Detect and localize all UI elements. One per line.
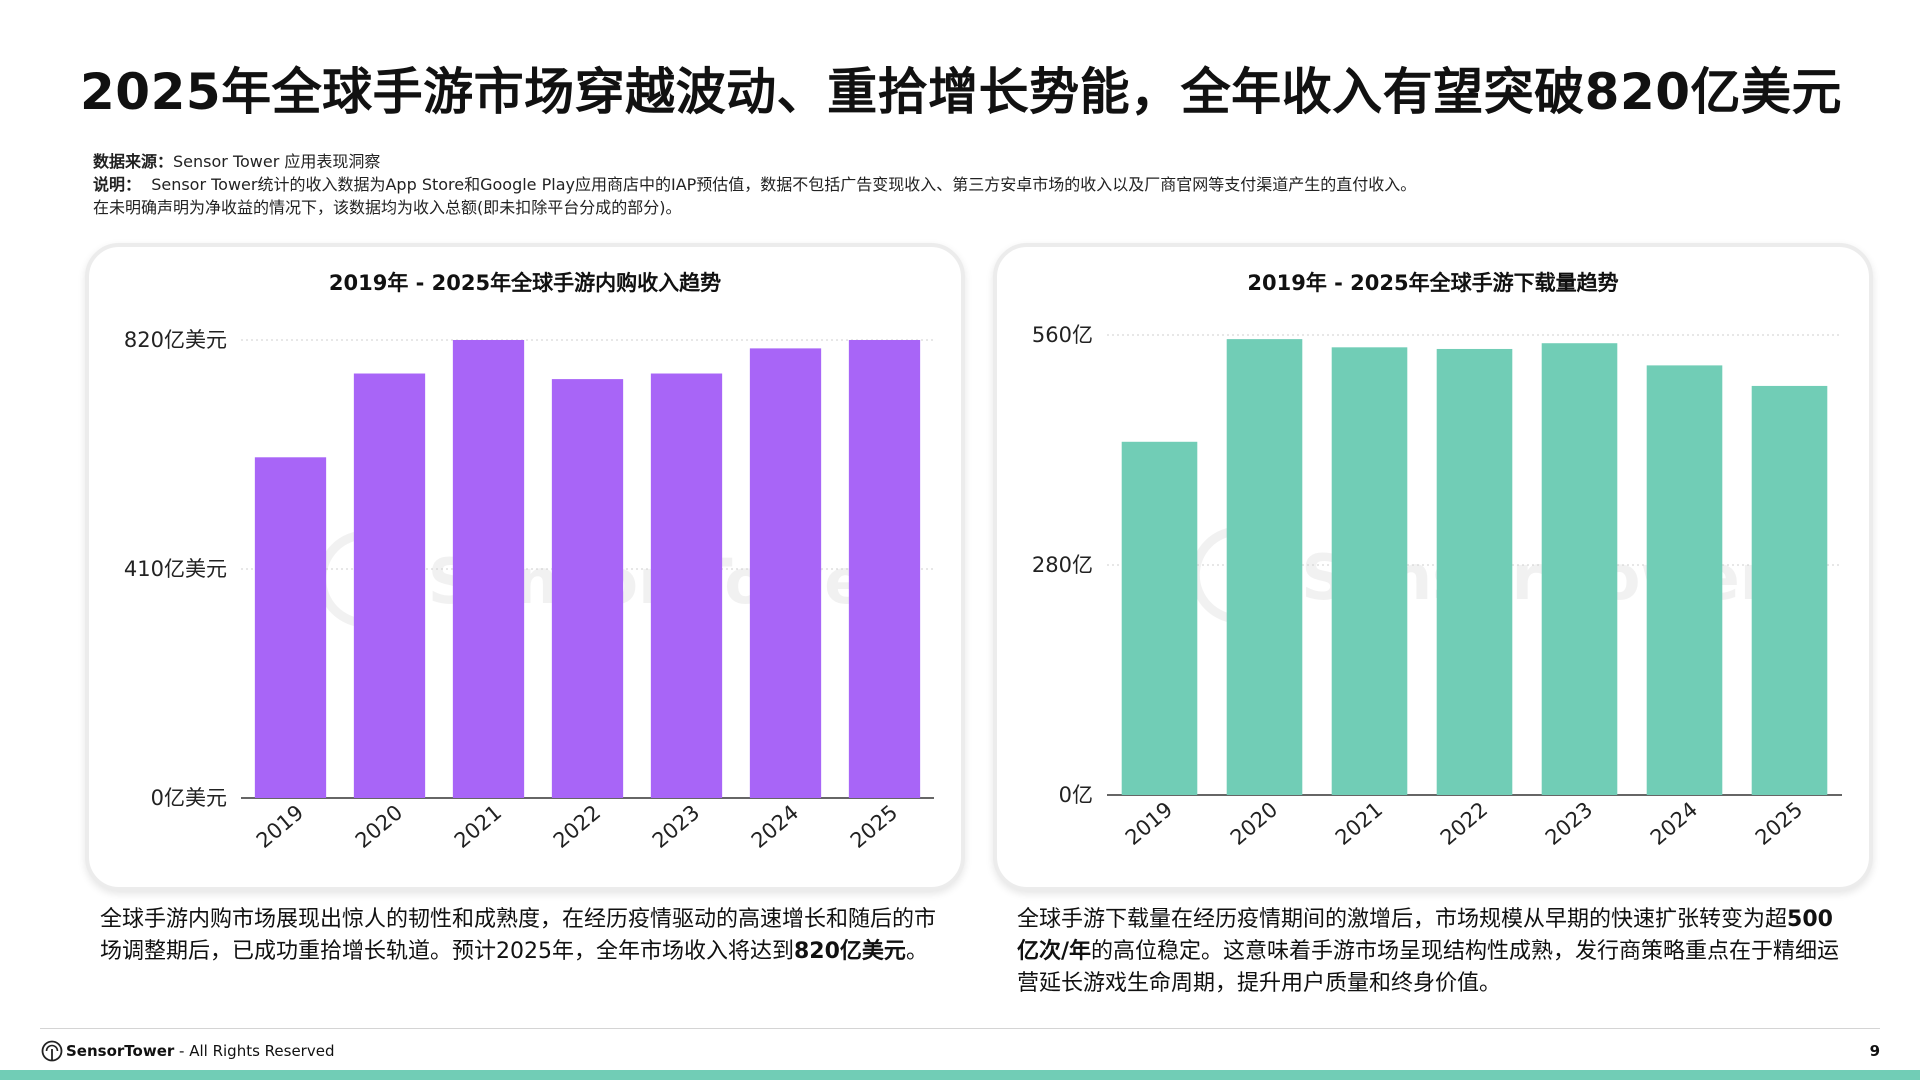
downloads-x-tick-label: 2021 [1331, 797, 1387, 850]
revenue-description-end: 。 [905, 939, 928, 964]
revenue-y-tick-label: 820亿美元 [124, 328, 227, 352]
footer-copyright: SensorTower - All Rights Reserved [66, 1040, 334, 1062]
revenue-x-tick-label: 2023 [648, 800, 704, 853]
source-value: Sensor Tower 应用表现洞察 [173, 152, 381, 171]
revenue-description-highlight: 820亿美元 [794, 939, 906, 964]
revenue-chart-title: 2019年 - 2025年全球手游内购收入趋势 [328, 271, 722, 295]
revenue-bar-2023 [650, 373, 723, 798]
downloads-chart-card: 2019年 - 2025年全球手游下载量趋势 Sensor Tower 0亿 280… [993, 243, 1873, 891]
downloads-bar-2021 [1331, 347, 1408, 795]
note-row-2: 在未明确声明为净收益的情况下，该数据均为收入总额(即未扣除平台分成的部分)。 [93, 198, 682, 217]
revenue-bar-2022 [551, 379, 624, 798]
downloads-x-tick-label: 2025 [1751, 797, 1807, 850]
downloads-y-tick-label: 280亿 [1032, 553, 1093, 577]
revenue-chart-card: 2019年 - 2025年全球手游内购收入趋势 Sensor Tower0亿美元… [85, 243, 965, 891]
downloads-bar-2019 [1121, 441, 1198, 795]
downloads-bar-2022 [1436, 348, 1513, 795]
revenue-y-tick-label: 410亿美元 [124, 557, 227, 581]
note-text: Sensor Tower统计的收入数据为App Store和Google Pla… [151, 175, 1417, 194]
source-label: 数据来源： [93, 152, 174, 171]
revenue-bar-2021 [452, 340, 525, 798]
downloads-bar-2025 [1751, 385, 1828, 795]
downloads-bar-2020 [1226, 339, 1303, 795]
footer-rights: - All Rights Reserved [174, 1042, 335, 1060]
downloads-bar-2023 [1541, 343, 1618, 795]
revenue-chart: Sensor Tower0亿美元410亿美元820亿美元201920202021… [124, 328, 934, 853]
downloads-chart-title: 2019年 - 2025年全球手游下载量趋势 [1247, 271, 1619, 295]
downloads-x-tick-label: 2024 [1646, 797, 1702, 850]
downloads-description-highlight: 500 亿次/年 [1017, 907, 1833, 964]
revenue-x-tick-label: 2020 [351, 800, 407, 853]
downloads-x-tick-label: 2023 [1541, 797, 1597, 850]
revenue-x-tick-label: 2022 [549, 800, 605, 853]
sensortower-logo-icon [41, 1040, 63, 1062]
downloads-x-tick-label: 2019 [1121, 797, 1177, 850]
page-title: 2025年全球手游市场穿越波动、重拾增长势能，全年收入有望突破820亿美元 [80, 63, 1843, 121]
downloads-description-text: 全球手游下载量在经历疫情期间的激增后，市场规模从早期的快速扩张转变为超 [1017, 907, 1788, 932]
revenue-x-tick-label: 2019 [252, 800, 308, 853]
downloads-y-tick-label: 560亿 [1032, 323, 1093, 347]
downloads-bar-2024 [1646, 365, 1723, 795]
downloads-x-tick-label: 2022 [1436, 797, 1492, 850]
note-label: 说明： [93, 175, 142, 194]
footer-brand: SensorTower [66, 1042, 175, 1060]
revenue-x-tick-label: 2025 [846, 800, 902, 853]
downloads-x-tick-label: 2020 [1226, 797, 1282, 850]
bottom-accent-bar [0, 1070, 1920, 1080]
page-number: 9 [1869, 1042, 1880, 1060]
source-row: 数据来源：Sensor Tower 应用表现洞察 [93, 150, 1873, 173]
revenue-bar-2025 [848, 340, 921, 798]
note-row: 说明： Sensor Tower统计的收入数据为App Store和Google… [93, 173, 1873, 196]
downloads-description-end: 的高位稳定。这意味着手游市场呈现结构性成熟，发行商策略重点在于精细运营延长游戏生… [1017, 939, 1840, 996]
revenue-y-tick-label: 0亿美元 [151, 786, 227, 810]
revenue-description-text: 全球手游内购市场展现出惊人的韧性和成熟度，在经历疫情驱动的高速增长和随后的市场调… [100, 907, 937, 964]
revenue-x-tick-label: 2021 [450, 800, 506, 853]
revenue-bar-2019 [254, 457, 327, 798]
revenue-bar-2020 [353, 373, 426, 798]
revenue-description: 全球手游内购市场展现出惊人的韧性和成熟度，在经历疫情驱动的高速增长和随后的市场调… [100, 904, 940, 968]
downloads-description: 全球手游下载量在经历疫情期间的激增后，市场规模从早期的快速扩张转变为超500 亿… [1017, 904, 1857, 1000]
downloads-y-tick-label: 0亿 [1059, 783, 1093, 807]
revenue-x-tick-label: 2024 [747, 800, 803, 853]
footer-divider [40, 1028, 1880, 1029]
revenue-bar-2024 [749, 348, 822, 798]
source-notes: 数据来源：Sensor Tower 应用表现洞察 说明： Sensor Towe… [93, 150, 1873, 219]
